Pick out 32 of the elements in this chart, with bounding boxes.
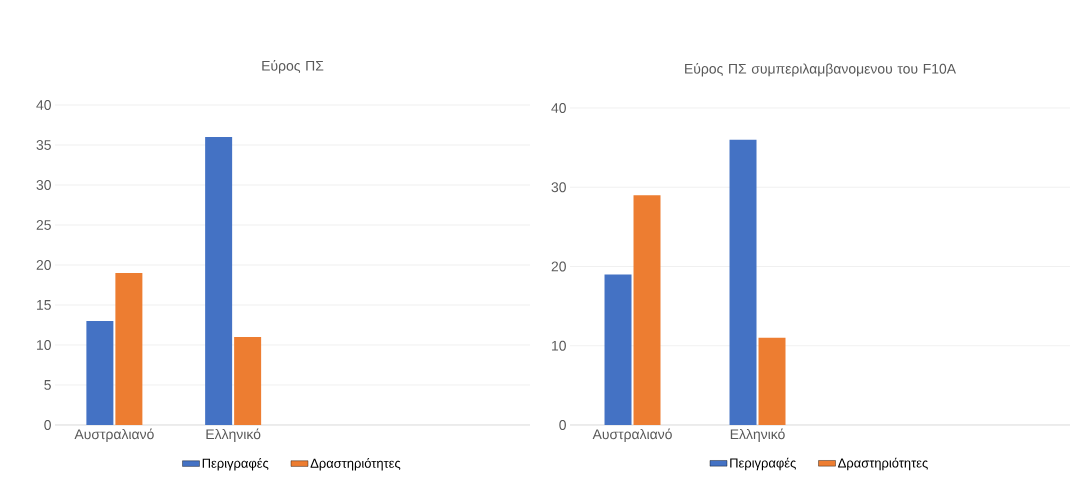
bar [234, 336, 262, 425]
y-tick-label: 30 [36, 180, 51, 190]
y-tick-label: 20 [551, 261, 566, 272]
y-tick-label: 10 [37, 340, 51, 350]
legend-label: Δραστηριότητες [310, 457, 401, 471]
y-tick-label: 0 [559, 420, 566, 430]
y-tick-label: 25 [36, 220, 51, 230]
bar [86, 320, 114, 425]
chart-title: Εύρος ΠΣ [262, 60, 324, 74]
chart-title: Εύρος ΠΣ συμπεριλαμβανομενου του F10A [685, 63, 957, 77]
x-tick-label: Ελληνικό [206, 428, 261, 442]
bar [115, 272, 143, 425]
y-tick-label: 0 [44, 420, 51, 430]
bar [729, 139, 757, 425]
y-tick-label: 20 [36, 260, 51, 270]
bar [604, 274, 632, 425]
legend-label: Δραστηριότητες [838, 457, 928, 471]
y-tick-label: 5 [44, 380, 51, 390]
bar [758, 337, 786, 425]
x-tick-label: Αυστραλιανό [74, 428, 154, 442]
x-tick-label: Ελληνικό [730, 428, 785, 442]
bar [633, 195, 661, 425]
y-tick-label: 35 [36, 140, 51, 150]
y-tick-label: 40 [551, 103, 566, 113]
y-tick-label: 30 [551, 182, 566, 193]
bar [205, 136, 233, 425]
y-tick-label: 10 [552, 340, 566, 351]
y-tick-label: 15 [37, 300, 51, 310]
legend-label: Περιγραφές [730, 457, 796, 471]
y-tick-label: 40 [36, 100, 51, 110]
x-tick-label: Αυστραλιανό [592, 428, 672, 442]
legend-label: Περιγραφές [202, 457, 269, 471]
